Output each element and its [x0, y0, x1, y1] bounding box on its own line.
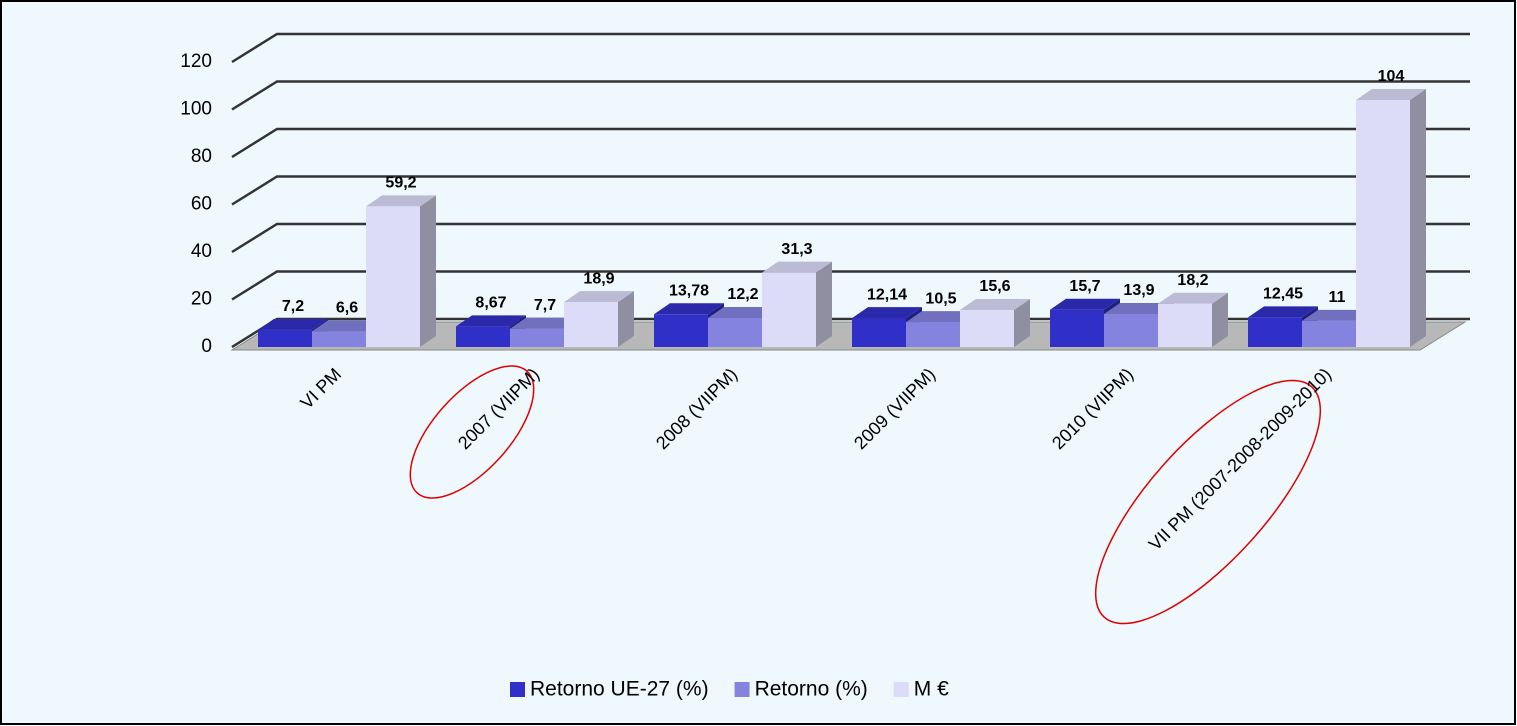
value-label: 15,6 — [979, 278, 1010, 295]
bar-top — [564, 291, 634, 303]
value-label: 13,9 — [1123, 282, 1154, 299]
bar — [564, 291, 634, 347]
bar-side — [1014, 298, 1030, 347]
bar-top — [762, 261, 832, 273]
highlight-ellipse — [409, 365, 535, 499]
bar-top — [654, 303, 724, 315]
bar-front — [366, 206, 420, 347]
y-tick-label: 120 — [180, 51, 212, 72]
bar — [1356, 89, 1426, 347]
value-label: 18,9 — [583, 270, 614, 287]
bar-side — [618, 291, 634, 347]
legend-label: Retorno (%) — [755, 678, 868, 701]
bar-front — [654, 314, 708, 347]
bar-front — [708, 318, 762, 347]
bar-top — [312, 320, 382, 332]
legend-swatch — [510, 682, 525, 697]
grid-line — [231, 80, 1470, 111]
bar-front — [1050, 309, 1104, 347]
value-label: 15,7 — [1069, 278, 1100, 295]
value-label: 6,6 — [336, 300, 358, 317]
y-tick-label: 60 — [191, 194, 212, 215]
bar — [366, 195, 436, 347]
value-label: 31,3 — [781, 241, 812, 258]
bar-top — [456, 315, 526, 327]
bar-front — [852, 318, 906, 347]
value-label: 18,2 — [1177, 272, 1208, 289]
value-label: 12,2 — [727, 286, 758, 303]
bar-front — [510, 328, 564, 347]
y-tick-label: 40 — [191, 241, 212, 262]
bar-front — [312, 331, 366, 347]
value-label: 12,45 — [1263, 286, 1303, 303]
value-label: 7,2 — [282, 298, 304, 315]
bar-top — [1302, 309, 1372, 321]
grid-line — [231, 222, 1470, 254]
y-tick-label: 20 — [191, 289, 212, 310]
bar-front — [960, 309, 1014, 347]
value-label: 10,5 — [925, 290, 956, 307]
bar-front — [564, 302, 618, 347]
y-tick-label: 100 — [180, 99, 212, 120]
bar-side — [816, 261, 832, 347]
bar-top — [852, 307, 922, 319]
bar-top — [510, 317, 580, 329]
grid-line — [231, 127, 1470, 159]
bar-front — [762, 272, 816, 347]
bar-front — [906, 322, 960, 347]
value-label: 13,78 — [669, 282, 709, 299]
y-tick-label: 0 — [201, 336, 212, 357]
bar-side — [1212, 292, 1228, 347]
grid-line — [231, 270, 1470, 301]
bar-front — [1356, 100, 1410, 347]
bar-top — [960, 298, 1030, 310]
legend-label: M € — [914, 678, 949, 701]
bar-top — [366, 195, 436, 207]
bar-front — [1248, 317, 1302, 347]
bar-top — [1158, 292, 1228, 304]
bar-top — [1050, 298, 1120, 310]
bar-front — [258, 329, 312, 347]
bar-side — [1410, 89, 1426, 347]
bar-front — [1302, 320, 1356, 347]
value-label: 104 — [1378, 68, 1405, 85]
bar-top — [906, 311, 976, 323]
bar-front — [1104, 313, 1158, 347]
legend-label: Retorno UE-27 (%) — [530, 678, 709, 701]
highlight-ellipse — [1094, 379, 1322, 625]
value-label: 59,2 — [385, 175, 416, 192]
value-label: 8,67 — [475, 295, 506, 312]
bar-top — [708, 307, 778, 319]
bar-top — [1356, 89, 1426, 100]
value-label: 11 — [1329, 289, 1346, 306]
y-tick-label: 80 — [191, 146, 212, 167]
bar-front — [456, 326, 510, 347]
value-label: 7,7 — [534, 297, 556, 314]
grid-line — [231, 175, 1470, 206]
bar — [762, 261, 832, 347]
bar — [1158, 292, 1228, 347]
bar — [960, 298, 1030, 347]
bar-top — [1248, 306, 1318, 318]
grid-line — [231, 32, 1470, 64]
bar-top — [258, 318, 328, 330]
value-label: 12,14 — [867, 286, 907, 303]
bar-top — [1104, 302, 1174, 314]
legend-swatch — [734, 682, 750, 697]
bar-side — [420, 195, 436, 347]
bar-front — [1158, 303, 1212, 347]
legend-swatch — [893, 682, 909, 697]
